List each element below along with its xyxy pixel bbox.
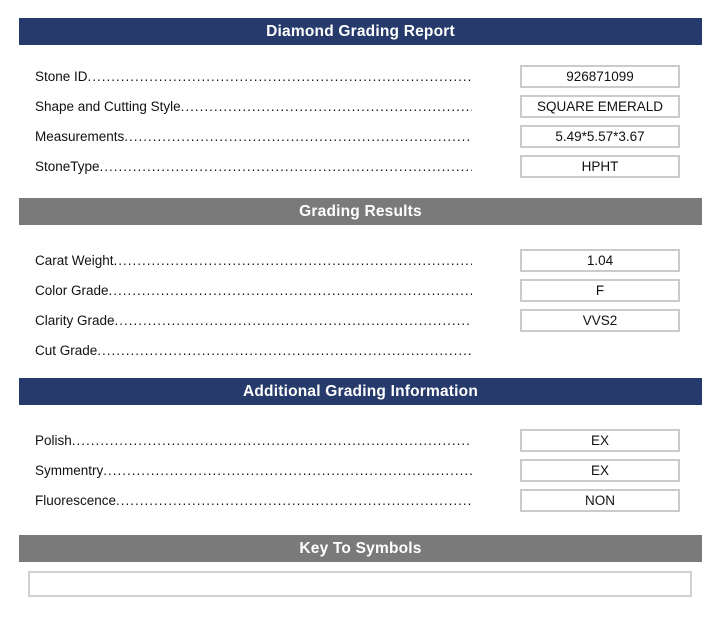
row-measurements: Measurements 5.49*5.57*3.67 (0, 121, 720, 151)
key-to-symbols-box (28, 571, 692, 597)
row-stone-type: StoneType HPHT (0, 151, 720, 181)
fluorescence-value: NON (520, 488, 680, 512)
row-clarity-grade: Clarity Grade VVS2 (0, 305, 720, 335)
measurements-value: 5.49*5.57*3.67 (520, 124, 680, 148)
row-fluorescence: Fluorescence NON (0, 485, 720, 515)
row-stone-id: Stone ID 926871099 (0, 61, 720, 91)
section-header-diamond-grading-report: Diamond Grading Report (19, 18, 702, 45)
polish-label: Polish (35, 433, 472, 448)
symmetry-value: EX (520, 458, 680, 482)
cut-grade-label: Cut Grade (35, 343, 472, 358)
stone-id-label: Stone ID (35, 69, 472, 84)
measurements-label: Measurements (35, 129, 472, 144)
row-carat-weight: Carat Weight 1.04 (0, 245, 720, 275)
stone-type-label: StoneType (35, 159, 472, 174)
polish-value: EX (520, 428, 680, 452)
section-grading-results: Carat Weight 1.04 Color Grade F Clarity … (0, 225, 720, 378)
symmetry-label: Symmentry (35, 463, 472, 478)
stone-type-value: HPHT (520, 154, 680, 178)
row-color-grade: Color Grade F (0, 275, 720, 305)
section-additional-grading: Polish EX Symmentry EX Fluorescence NON (0, 405, 720, 535)
row-symmetry: Symmentry EX (0, 455, 720, 485)
color-grade-label: Color Grade (35, 283, 472, 298)
row-polish: Polish EX (0, 425, 720, 455)
shape-cutting-style-label: Shape and Cutting Style (35, 99, 472, 114)
cut-grade-value-empty (520, 339, 680, 362)
row-shape-cutting-style: Shape and Cutting Style SQUARE EMERALD (0, 91, 720, 121)
stone-id-value: 926871099 (520, 64, 680, 88)
carat-weight-value: 1.04 (520, 248, 680, 272)
section-header-additional-grading-information: Additional Grading Information (19, 378, 702, 405)
section-identification: Stone ID 926871099 Shape and Cutting Sty… (0, 45, 720, 198)
row-cut-grade: Cut Grade (0, 335, 720, 365)
section-header-grading-results: Grading Results (19, 198, 702, 225)
carat-weight-label: Carat Weight (35, 253, 472, 268)
shape-cutting-style-value: SQUARE EMERALD (520, 94, 680, 118)
color-grade-value: F (520, 278, 680, 302)
clarity-grade-label: Clarity Grade (35, 313, 472, 328)
fluorescence-label: Fluorescence (35, 493, 472, 508)
clarity-grade-value: VVS2 (520, 308, 680, 332)
section-header-key-to-symbols: Key To Symbols (19, 535, 702, 562)
